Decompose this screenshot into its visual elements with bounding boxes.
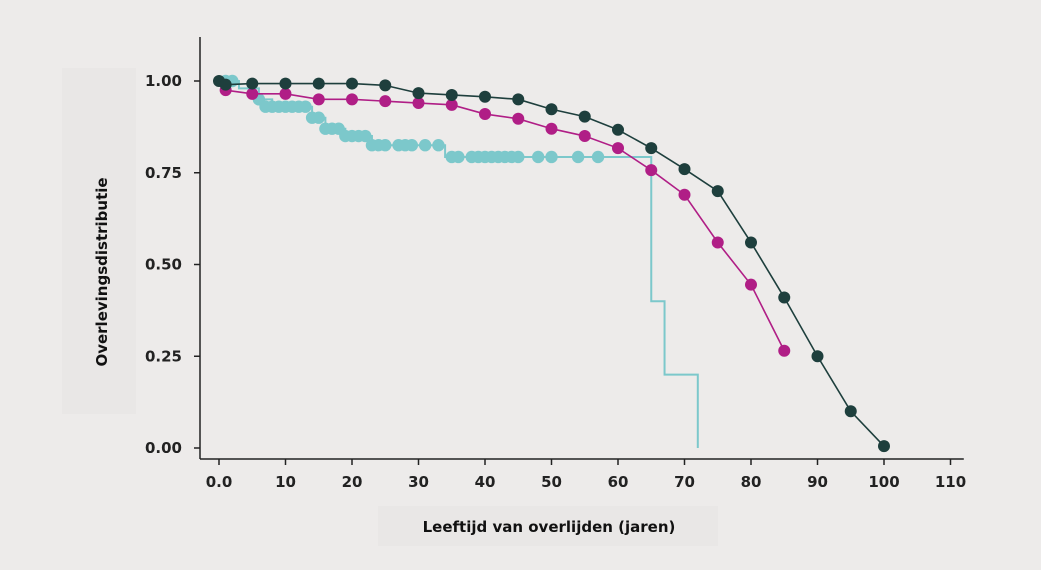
series-2-point [778,344,791,357]
series-3-point [578,110,591,123]
x-tick-label: 70 [674,473,695,491]
series-2-point [612,142,624,155]
series-3-point [246,77,259,90]
y-tick-label: 0.00 [145,439,182,457]
x-tick-label: 100 [868,473,899,491]
series-2-point [711,236,724,249]
series-2-point [645,164,658,177]
series-2-line [225,89,785,352]
series-3-point [312,77,325,90]
y-tick-label: 0.50 [145,256,182,274]
series-2-point [678,188,691,201]
series-2-point [412,97,425,110]
series-2-point [246,87,259,100]
series-2-point [578,130,591,143]
series-3-point [844,405,857,418]
series-3-point [346,77,358,90]
series-2-point [279,87,292,100]
series-1-point [405,139,419,152]
series-3-point [279,77,292,90]
series-1-point [571,150,585,164]
series-1-point [512,150,525,164]
series-2-point [445,98,458,111]
x-tick-label: 0.0 [206,473,233,491]
x-tick-label: 40 [475,473,496,491]
series-1-line [219,80,699,448]
series-2-point [545,122,558,135]
series-2 [219,84,791,357]
series-1 [219,74,699,448]
series-2-point [379,95,392,108]
series-3-line [218,80,885,447]
y-axis-label-panel [62,68,136,414]
series-3-point [811,350,824,363]
series-3-point [479,90,491,103]
x-tick-label: 60 [608,473,629,491]
series-1-point [591,150,605,164]
series-1-point [545,150,558,164]
y-tick-label: 1.00 [145,72,182,90]
y-tick-label: 0.75 [145,164,182,182]
series-3-point [778,291,791,304]
series-2-point [745,278,757,291]
series-2-point [512,112,525,125]
series-3-point [445,88,458,101]
series-1-point [452,150,465,164]
series-3-point [711,185,724,198]
y-tick-label: 0.25 [145,347,182,365]
series-1-point [432,139,445,152]
series-2-point [346,93,358,106]
x-axis-title: Leeftijd van overlijden (jaren) [423,518,676,536]
series-3-point [545,103,558,116]
series-1-point [359,129,372,143]
x-tick-label: 20 [342,473,363,491]
x-tick-label: 50 [541,473,562,491]
x-tick-label: 90 [807,473,828,491]
x-tick-label: 10 [275,473,296,491]
series-1-point [312,111,325,124]
series-1-point [418,139,432,152]
series-3-point [878,440,890,453]
series-3-point [678,163,691,176]
series-3-point [612,123,624,136]
x-tick-label: 110 [935,473,966,491]
series-3-point [645,142,658,155]
series-1-point [299,100,312,113]
series-1-point [532,150,545,164]
x-axis-label-panel [378,506,718,546]
series-3-point [512,93,525,106]
axes: 0.0 10 20 30 40 50 60 70 80 90 100 110 0.00 0.25 0.50 0… [145,36,966,491]
x-tick-label: 30 [408,473,429,491]
x-tick-label: 80 [741,473,762,491]
series-3-point [379,79,392,92]
series-3-point [745,236,757,249]
series-3 [213,75,890,453]
series-3-point [412,87,425,100]
series-layer [213,74,890,453]
series-1-point [379,139,392,152]
series-2-point [312,93,325,106]
series-2-point [479,108,491,121]
series-3-point [219,78,232,91]
y-axis-title: Overlevingsdistributie [93,177,111,366]
